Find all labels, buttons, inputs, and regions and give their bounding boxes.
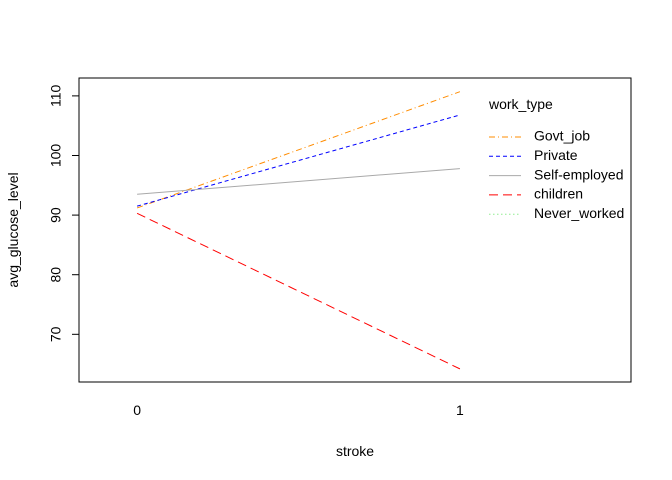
y-tick-label: 90 bbox=[48, 207, 64, 223]
y-axis-label: avg_glucose_level bbox=[5, 172, 21, 287]
y-tick-label: 100 bbox=[48, 144, 64, 168]
legend-label-self-employed: Self-employed bbox=[534, 166, 624, 182]
legend-title: work_type bbox=[488, 96, 553, 112]
legend-items: Govt_job Private Self-employed children Neve… bbox=[489, 128, 624, 221]
series-line-govt-job bbox=[136, 91, 461, 209]
legend: work_type Govt_job Private Self-employed ch… bbox=[488, 96, 624, 221]
series-line-self-employed bbox=[137, 168, 460, 195]
x-axis-label: stroke bbox=[336, 443, 374, 459]
legend-label-private: Private bbox=[534, 147, 578, 163]
legend-label-children: children bbox=[534, 186, 583, 202]
y-tick-label: 80 bbox=[48, 267, 64, 283]
x-tick-label: 0 bbox=[133, 402, 141, 418]
plot-frame bbox=[78, 77, 632, 383]
x-tick-label: 1 bbox=[456, 402, 464, 418]
y-tick-label: 110 bbox=[48, 85, 64, 108]
legend-label-govt-job: Govt_job bbox=[534, 128, 590, 144]
series-line-private bbox=[136, 114, 461, 207]
y-axis: 70 80 90 100 110 bbox=[48, 85, 79, 342]
y-tick-label: 70 bbox=[48, 326, 64, 342]
series-line-children bbox=[136, 212, 461, 370]
legend-label-never-worked: Never_worked bbox=[534, 205, 624, 221]
series-lines bbox=[136, 91, 461, 370]
